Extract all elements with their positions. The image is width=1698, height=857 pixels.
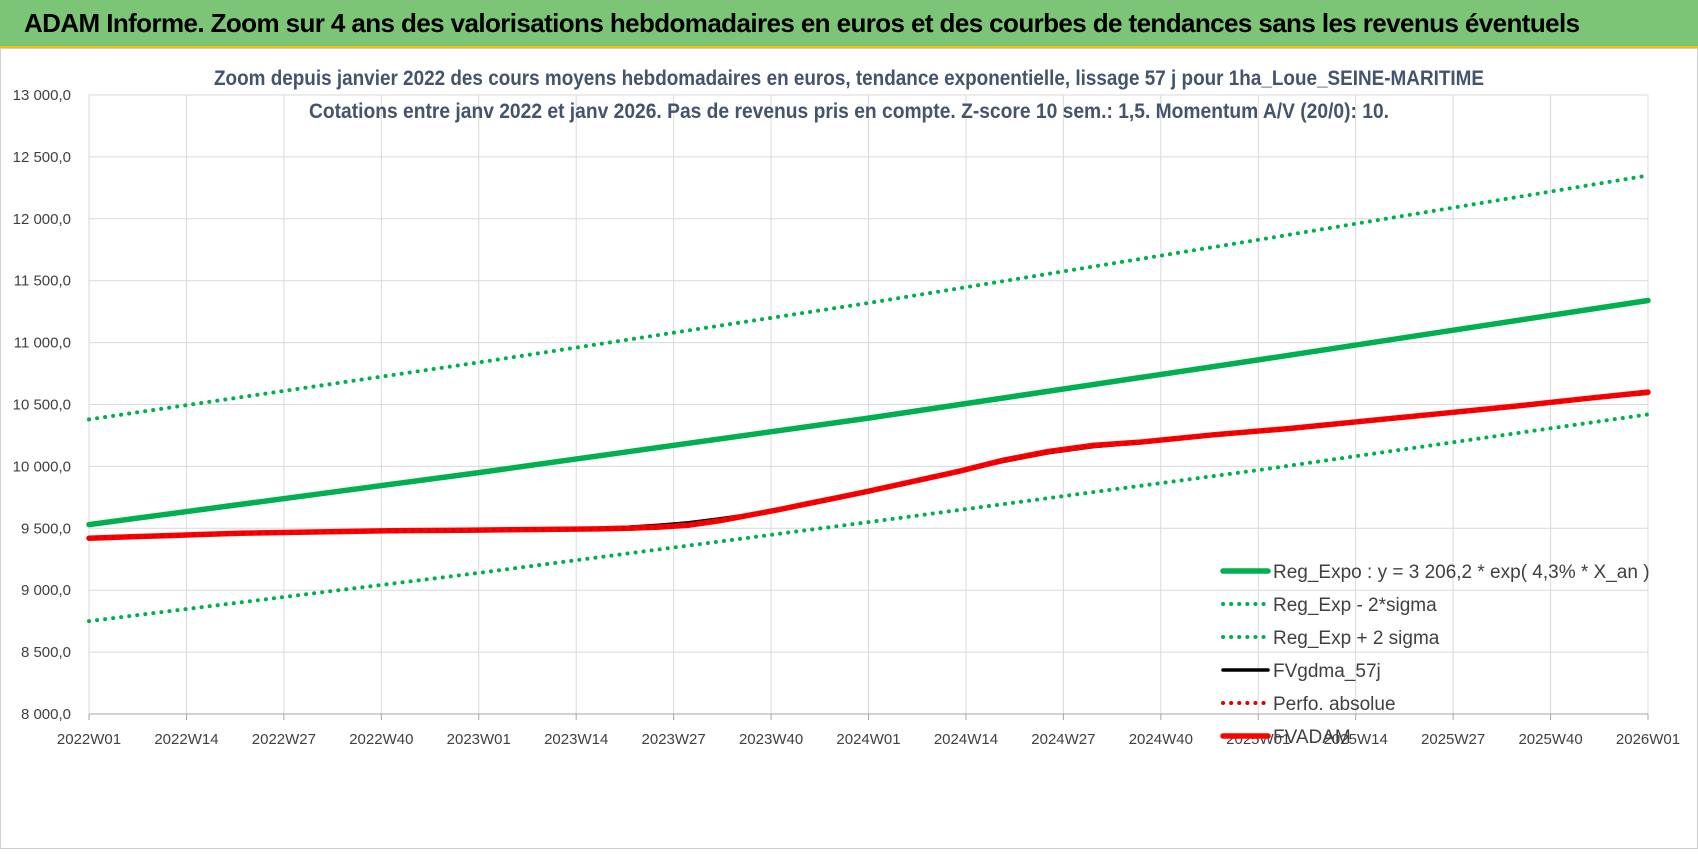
x-tick-label: 2022W27 (252, 731, 316, 748)
x-tick-label: 2026W01 (1616, 731, 1680, 748)
x-tick-label: 2024W14 (934, 731, 998, 748)
x-tick-label: 2024W40 (1129, 731, 1193, 748)
series-layer (86, 173, 1651, 624)
y-tick-label: 11 500,0 (14, 273, 71, 290)
y-tick-label: 8 500,0 (21, 644, 71, 661)
y-tick-label: 13 000,0 (13, 87, 71, 104)
series-line-0 (86, 297, 1651, 528)
x-tick-label: 2022W40 (349, 731, 413, 748)
y-tick-label: 8 000,0 (21, 706, 71, 723)
y-tick-label: 9 500,0 (21, 520, 71, 537)
line-chart: Zoom depuis janvier 2022 des cours moyen… (13, 67, 1681, 748)
chart-frame: Zoom depuis janvier 2022 des cours moyen… (0, 48, 1698, 849)
chart-title: Zoom depuis janvier 2022 des cours moyen… (214, 67, 1484, 123)
x-tick-label: 2023W40 (739, 731, 803, 748)
report-title: ADAM Informe. Zoom sur 4 ans des valoris… (24, 8, 1580, 38)
legend-label: Reg_Exp - 2*sigma (1273, 595, 1437, 616)
x-tick-label: 2022W01 (57, 731, 121, 748)
x-tick-label: 2023W27 (642, 731, 706, 748)
legend-label: Reg_Expo : y = 3 206,2 * exp( 4,3% * X_a… (1273, 562, 1650, 583)
x-tick-label: 2023W14 (544, 731, 608, 748)
legend-label: Reg_Exp + 2 sigma (1273, 628, 1440, 649)
series-line-4 (87, 390, 1650, 541)
grid-layer (88, 94, 1649, 715)
chart-title-line-1: Zoom depuis janvier 2022 des cours moyen… (214, 67, 1484, 90)
y-tick-label: 12 000,0 (13, 211, 71, 228)
x-tick-label: 2022W14 (154, 731, 218, 748)
chart-title-line-2: Cotations entre janv 2022 et janv 2026. … (309, 100, 1389, 123)
legend-label: FVADAM (1273, 727, 1351, 748)
legend: Reg_Expo : y = 3 206,2 * exp( 4,3% * X_a… (1220, 562, 1650, 748)
x-tick-label: 2025W27 (1421, 731, 1485, 748)
x-tick-label: 2025W14 (1324, 731, 1388, 748)
y-tick-label: 10 500,0 (13, 397, 71, 414)
report-banner: ADAM Informe. Zoom sur 4 ans des valoris… (0, 0, 1698, 48)
y-tick-label: 10 000,0 (13, 458, 71, 475)
legend-label: FVgdma_57j (1273, 661, 1381, 682)
x-tick-label: 2023W01 (447, 731, 511, 748)
axes: 8 000,0 8 500,0 9 000,0 9 500,0 10 000,0 10 5… (13, 87, 1681, 748)
legend-label: Perfo. absolue (1273, 694, 1396, 715)
x-tick-label: 2024W27 (1031, 731, 1095, 748)
y-tick-label: 12 500,0 (13, 149, 71, 166)
series-line-1 (87, 412, 1650, 624)
y-tick-label: 11 000,0 (14, 335, 71, 352)
y-tick-label: 9 000,0 (21, 582, 71, 599)
x-tick-label: 2025W40 (1518, 731, 1582, 748)
x-tick-label: 2024W01 (836, 731, 900, 748)
